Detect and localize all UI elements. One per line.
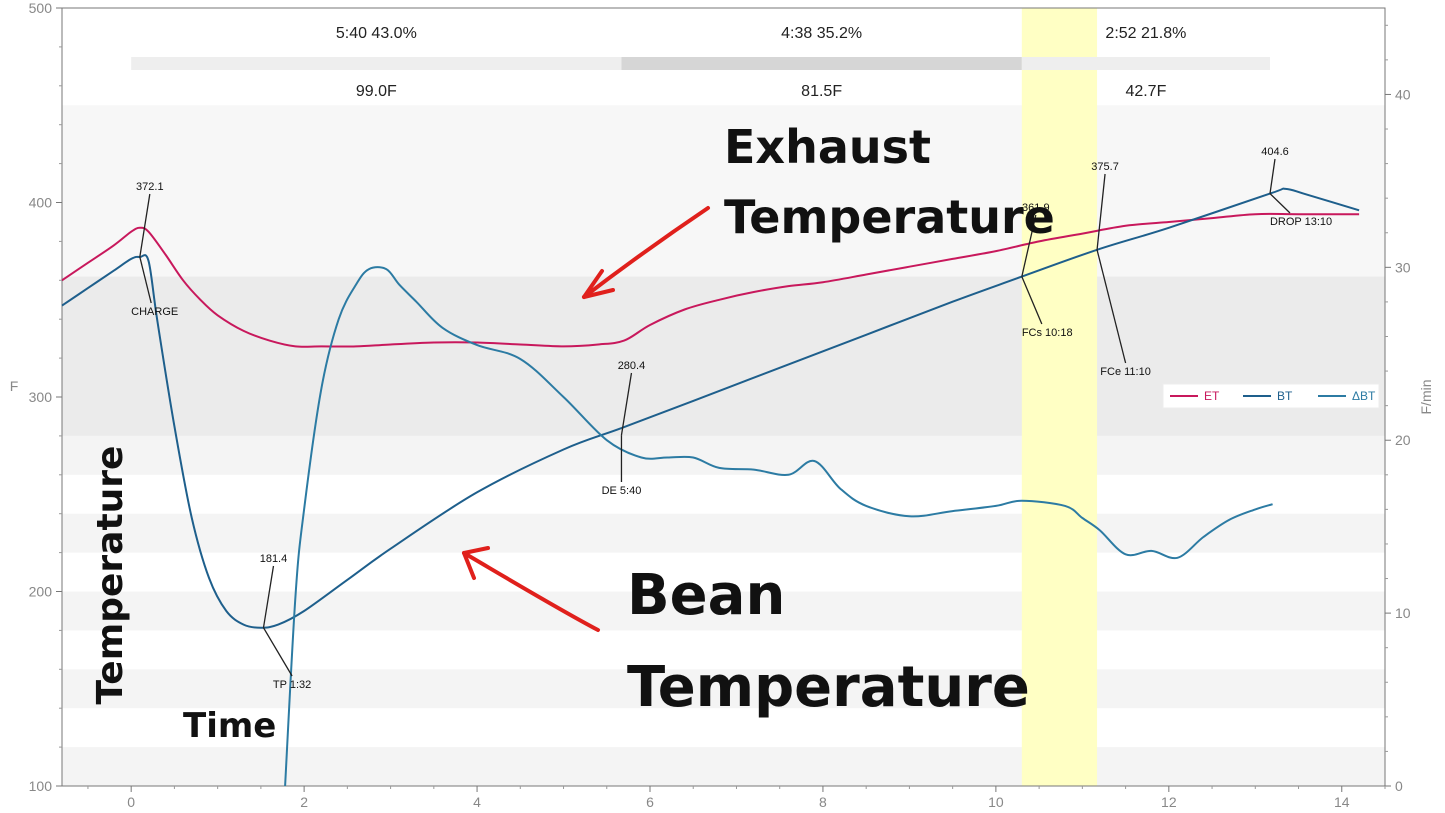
annotation-exhaust-line1: Exhaust [724,120,931,174]
x-tick-label: 0 [127,794,135,810]
event-leader-bottom-drop [1269,193,1291,214]
event-leader-top-drop [1269,158,1276,194]
y-left-tick-label: 300 [29,389,53,405]
annotation-x-caption: Time [183,706,276,746]
legend-label-bt: BT [1277,389,1293,403]
phase-segment-3 [1021,57,1270,70]
arrow-exhaust-head [582,269,615,299]
y-left-tick-label: 200 [29,584,53,600]
event-leader-top-fce [1096,173,1106,250]
x-tick-label: 8 [819,794,827,810]
event-value-drop: 404.6 [1261,146,1289,158]
y-right-tick-label: 0 [1395,778,1403,794]
event-tag-fce: FCe 11:10 [1100,366,1151,378]
annotation-bean-line1: Bean [627,563,785,628]
y-right-tick-label: 10 [1395,605,1411,621]
event-tag-fcs: FCs 10:18 [1022,327,1073,339]
y-left-tick-label: 400 [29,195,53,211]
event-leader-top-charge [139,193,151,258]
event-value-fce: 375.7 [1091,161,1119,173]
annotation-bean-line2: Temperature [627,655,1030,720]
x-tick-label: 10 [988,794,1004,810]
x-tick-label: 2 [300,794,308,810]
band-3 [62,513,1385,553]
band-0 [62,747,1385,786]
y-left-tick-label: 100 [29,778,53,794]
arrow-exhaust-shaft [582,206,710,299]
band-1 [62,669,1385,709]
series-line-delta-bt [284,266,1273,787]
phase-temp-1: 99.0F [356,83,397,100]
y-right-tick-label: 30 [1395,259,1411,275]
event-markers: 372.1 CHARGE 181.4 TP 1:32 280.4 DE 5:40 361.9… [131,146,1332,691]
x-tick-label: 6 [646,794,654,810]
legend-label-delta-bt: ΔBT [1352,389,1376,403]
arrow-bean-head [462,546,490,580]
y-right-tick-label: 40 [1395,86,1411,102]
annotation-exhaust-line2: Temperature [724,190,1055,244]
y-left-tick-label: 500 [29,0,53,16]
phase-segment-2 [621,57,1022,70]
event-tag-de: DE 5:40 [602,485,642,497]
event-tag-drop: DROP 13:10 [1270,216,1332,228]
phase-temp-2: 81.5F [801,83,842,100]
phase-label-2: 4:38 35.2% [781,25,862,42]
temperature-bands [62,105,1385,786]
series-line-et [61,212,1360,348]
event-leader-top-de [620,372,633,436]
phase-label-1: 5:40 43.0% [336,25,417,42]
band-5 [62,276,1385,436]
event-value-fcs: 361.9 [1022,202,1050,214]
event-leader-bottom-fce [1096,249,1127,364]
first-crack-window [1021,8,1098,786]
legend-label-et: ET [1204,389,1220,403]
event-leader-top-fcs [1021,214,1037,277]
phase-bar: 5:40 43.0% 99.0F 4:38 35.2% 81.5F 2:52 21.8%… [131,25,1270,100]
arrow-bean-shaft [462,551,600,632]
band-6 [62,105,1385,277]
event-value-tp: 181.4 [260,553,288,565]
phase-temp-3: 42.7F [1125,83,1166,100]
event-value-charge: 372.1 [136,181,164,193]
event-tag-tp: TP 1:32 [273,679,311,691]
y-left-axis-label: F [10,378,19,394]
x-tick-label: 12 [1161,794,1177,810]
y-right-tick-label: 20 [1395,432,1411,448]
phase-label-3: 2:52 21.8% [1105,25,1186,42]
overlay-annotations: Exhaust Temperature Bean Temperature Tempera… [90,120,1055,746]
x-tick-label: 4 [473,794,481,810]
annotation-y-caption: Temperature [90,446,131,705]
event-leader-top-tp [262,565,275,628]
event-leader-bottom-tp [262,627,293,677]
event-value-de: 280.4 [618,360,646,372]
event-tag-charge: CHARGE [131,306,178,318]
phase-segment-1 [131,57,622,70]
legend: ET BT ΔBT [1162,383,1380,409]
event-leader-bottom-charge [139,256,152,304]
band-2 [62,591,1385,631]
event-leader-bottom-fcs [1021,276,1043,325]
y-right-axis-label: F/min [1418,380,1434,415]
x-tick-label: 14 [1334,794,1350,810]
